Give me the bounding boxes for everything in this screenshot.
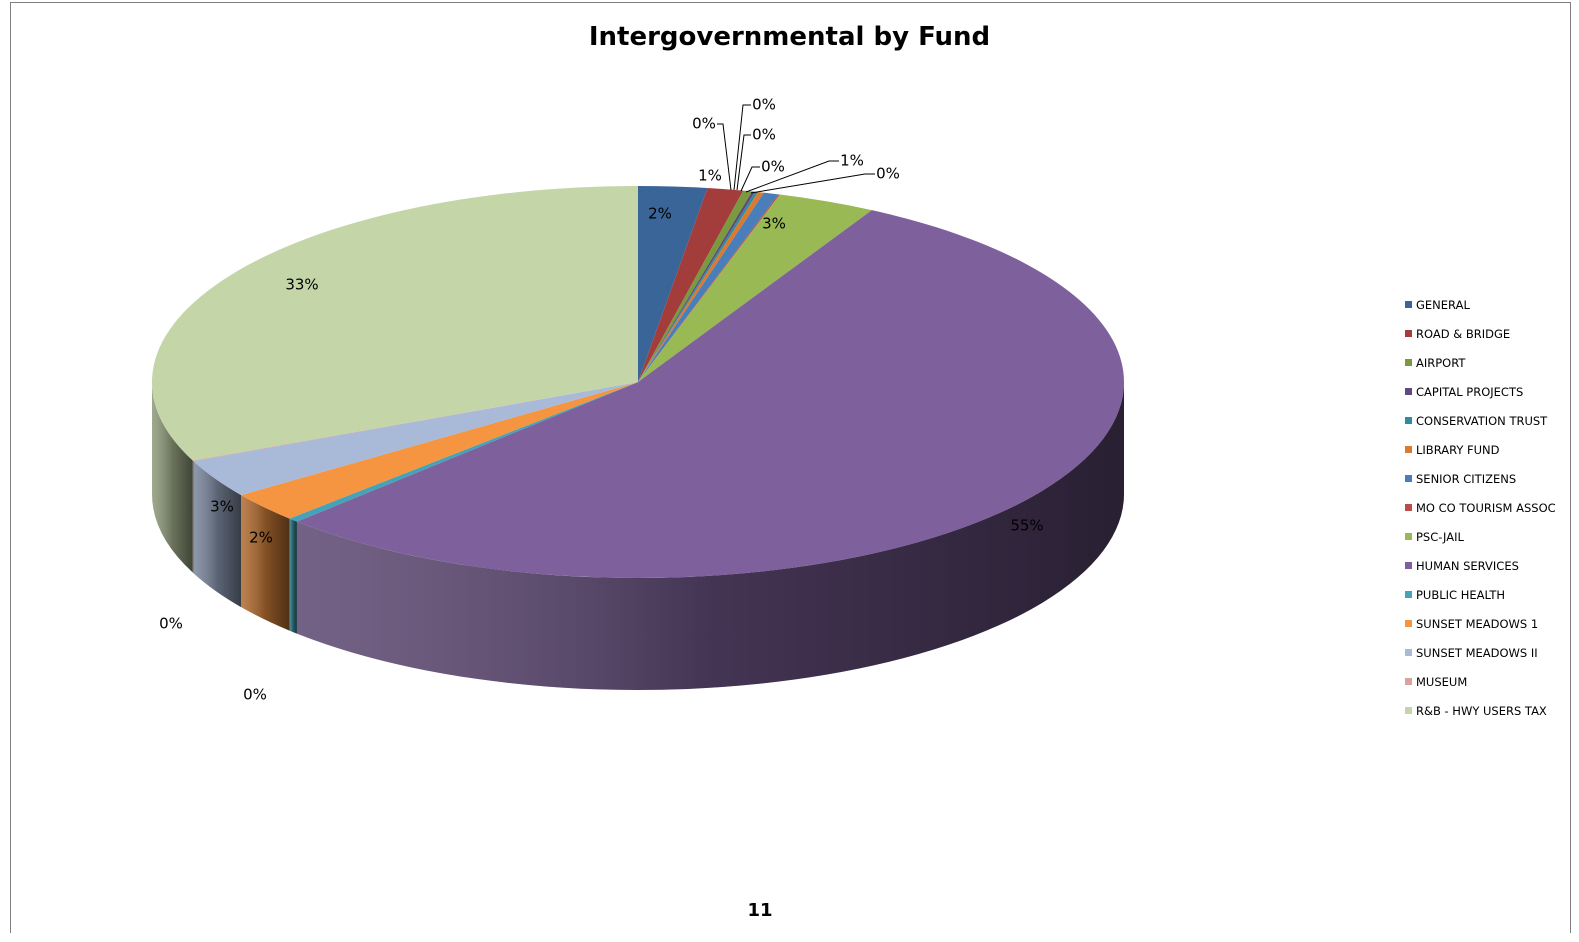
data-label-conservation-trust: 0% bbox=[752, 126, 776, 144]
pie-slice-public-health bbox=[289, 382, 638, 522]
data-label-senior-citizens: 1% bbox=[840, 152, 864, 170]
pie-slice-road-and-bridge bbox=[638, 188, 744, 382]
leader-line-capital-projects bbox=[733, 104, 751, 191]
pie-side-shade-public-health bbox=[289, 518, 297, 634]
legend-label: AIRPORT bbox=[1416, 355, 1466, 370]
legend-item-airport: AIRPORT bbox=[1405, 348, 1556, 377]
chart-legend: GENERAL ROAD & BRIDGE AIRPORT CAPITAL PROJE… bbox=[1405, 290, 1556, 725]
chart-title: Intergovernmental by Fund bbox=[588, 22, 991, 52]
legend-swatch bbox=[1405, 388, 1412, 395]
pie-slice-randb-hwy-users-tax bbox=[152, 186, 639, 461]
legend-label: SUNSET MEADOWS II bbox=[1416, 645, 1538, 660]
data-label-general: 2% bbox=[648, 205, 672, 223]
pie-side-shade-museum bbox=[192, 460, 194, 574]
legend-swatch bbox=[1405, 359, 1412, 366]
data-label-sunset-meadows-ii: 3% bbox=[210, 498, 234, 516]
legend-swatch bbox=[1405, 620, 1412, 627]
pie-side-shade-randb-hwy-users-tax bbox=[152, 382, 193, 573]
data-label-museum: 0% bbox=[159, 615, 183, 633]
legend-label: R&B - HWY USERS TAX bbox=[1416, 703, 1547, 718]
legend-label: SENIOR CITIZENS bbox=[1416, 471, 1517, 486]
data-label-sunset-meadows-1: 2% bbox=[249, 529, 273, 547]
legend-item-psc-jail: PSC-JAIL bbox=[1405, 522, 1556, 551]
legend-swatch bbox=[1405, 330, 1412, 337]
legend-item-public-health: PUBLIC HEALTH bbox=[1405, 580, 1556, 609]
data-label-library-fund: 0% bbox=[761, 158, 785, 176]
data-label-road-and-bridge: 1% bbox=[698, 167, 722, 185]
leader-line-senior-citizens bbox=[745, 160, 839, 193]
pie-side-shade-human-services bbox=[296, 382, 1124, 690]
legend-label: ROAD & BRIDGE bbox=[1416, 326, 1511, 341]
pie-side-shade-sunset-meadows-ii bbox=[193, 461, 242, 608]
legend-item-mo-co-tourism-assoc: MO CO TOURISM ASSOC bbox=[1405, 493, 1556, 522]
leader-line-library-fund bbox=[740, 166, 760, 192]
legend-swatch bbox=[1405, 562, 1412, 569]
legend-item-capital-projects: CAPITAL PROJECTS bbox=[1405, 377, 1556, 406]
leader-line-mo-co-tourism-assoc bbox=[750, 173, 875, 194]
data-label-capital-projects: 0% bbox=[752, 96, 776, 114]
legend-swatch bbox=[1405, 649, 1412, 656]
legend-label: LIBRARY FUND bbox=[1416, 442, 1500, 457]
legend-label: MO CO TOURISM ASSOC bbox=[1416, 500, 1556, 515]
pie-side-shade-sunset-meadows-1 bbox=[241, 495, 290, 631]
legend-swatch bbox=[1405, 533, 1412, 540]
pie-slice-human-services bbox=[296, 210, 1125, 579]
legend-item-road-and-bridge: ROAD & BRIDGE bbox=[1405, 319, 1556, 348]
page-number: 11 bbox=[747, 900, 773, 921]
data-label-randb-hwy-users-tax: 33% bbox=[285, 276, 318, 294]
legend-swatch bbox=[1405, 591, 1412, 598]
pie-slice-senior-citizens bbox=[638, 192, 779, 382]
legend-swatch bbox=[1405, 417, 1412, 424]
legend-label: CONSERVATION TRUST bbox=[1416, 413, 1548, 428]
pie-slice-library-fund bbox=[638, 192, 764, 382]
legend-item-library-fund: LIBRARY FUND bbox=[1405, 435, 1556, 464]
pie-slice-general bbox=[638, 186, 708, 382]
legend-swatch bbox=[1405, 301, 1412, 308]
legend-label: HUMAN SERVICES bbox=[1416, 558, 1519, 573]
data-label-psc-jail: 3% bbox=[762, 215, 786, 233]
legend-label: PSC-JAIL bbox=[1416, 529, 1464, 544]
pie-slice-sunset-meadows-1 bbox=[241, 382, 638, 519]
legend-item-human-services: HUMAN SERVICES bbox=[1405, 551, 1556, 580]
legend-swatch bbox=[1405, 707, 1412, 714]
leader-line-airport bbox=[717, 123, 732, 191]
legend-item-sunset-meadows-ii: SUNSET MEADOWS II bbox=[1405, 638, 1556, 667]
legend-item-senior-citizens: SENIOR CITIZENS bbox=[1405, 464, 1556, 493]
legend-label: PUBLIC HEALTH bbox=[1416, 587, 1506, 602]
legend-swatch bbox=[1405, 446, 1412, 453]
legend-item-general: GENERAL bbox=[1405, 290, 1556, 319]
legend-swatch bbox=[1405, 475, 1412, 482]
data-label-human-services: 55% bbox=[1010, 517, 1043, 535]
legend-item-museum: MUSEUM bbox=[1405, 667, 1556, 696]
legend-label: GENERAL bbox=[1416, 297, 1470, 312]
legend-item-sunset-meadows-1: SUNSET MEADOWS 1 bbox=[1405, 609, 1556, 638]
pie-slice-sunset-meadows-ii bbox=[193, 382, 638, 496]
legend-label: SUNSET MEADOWS 1 bbox=[1416, 616, 1539, 631]
leader-line-conservation-trust bbox=[736, 134, 751, 191]
legend-label: MUSEUM bbox=[1416, 674, 1468, 689]
data-label-mo-co-tourism-assoc: 0% bbox=[876, 165, 900, 183]
data-label-airport: 0% bbox=[692, 115, 716, 133]
data-label-public-health: 0% bbox=[243, 686, 267, 704]
legend-item-randb-hwy-users-tax: R&B - HWY USERS TAX bbox=[1405, 696, 1556, 725]
pie-slice-psc-jail bbox=[638, 194, 872, 382]
legend-swatch bbox=[1405, 504, 1412, 511]
legend-item-conservation-trust: CONSERVATION TRUST bbox=[1405, 406, 1556, 435]
pie-slice-museum bbox=[192, 382, 639, 462]
pie-slice-airport bbox=[638, 190, 753, 382]
legend-swatch bbox=[1405, 678, 1412, 685]
pie-slice-conservation-trust bbox=[638, 191, 758, 382]
pie-slice-mo-co-tourism-assoc bbox=[638, 194, 780, 382]
pie-slice-capital-projects bbox=[638, 191, 756, 382]
legend-label: CAPITAL PROJECTS bbox=[1416, 384, 1524, 399]
